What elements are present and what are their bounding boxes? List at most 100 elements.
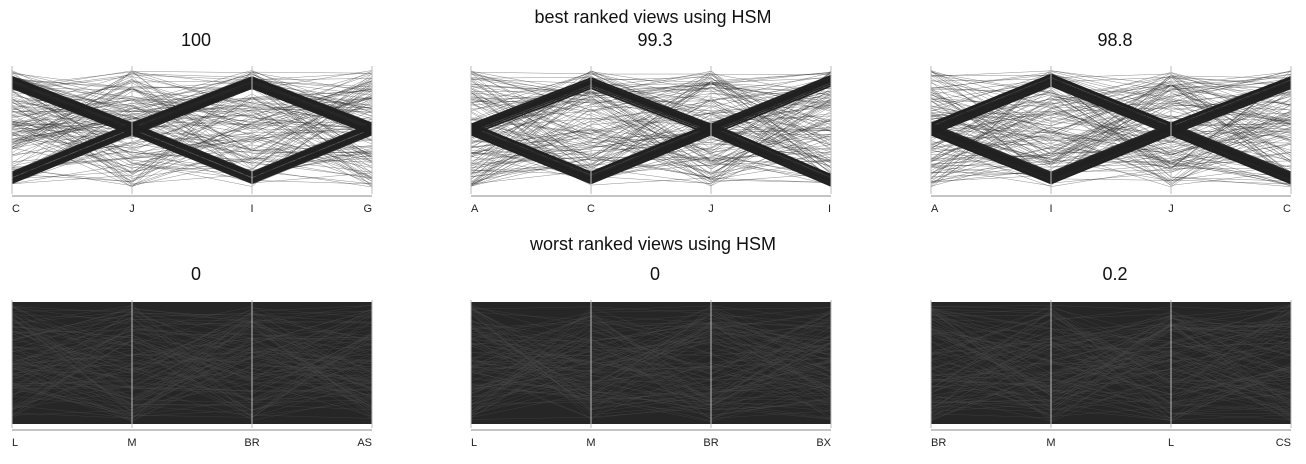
band-line	[930, 85, 1292, 136]
band-line	[930, 81, 1292, 131]
data-line	[11, 350, 373, 393]
data-line	[930, 338, 1292, 363]
data-line	[930, 344, 1292, 414]
axis-label: J	[1168, 203, 1174, 215]
data-line	[930, 306, 1292, 346]
data-line	[11, 340, 373, 407]
data-line	[470, 71, 832, 164]
axis-label: AS	[357, 437, 372, 449]
data-line	[930, 345, 1292, 403]
data-line	[930, 314, 1292, 388]
data-line	[930, 309, 1292, 393]
data-line	[11, 104, 373, 165]
band-line	[470, 80, 832, 130]
band-line	[930, 78, 1292, 129]
data-line	[470, 343, 832, 383]
data-line	[930, 74, 1292, 155]
data-line	[11, 105, 373, 182]
view-score: 98.8	[1097, 30, 1133, 50]
data-line	[470, 312, 832, 374]
data-line	[470, 327, 832, 401]
data-line	[470, 305, 832, 408]
data-line	[930, 369, 1292, 402]
data-line	[930, 71, 1292, 187]
data-line	[470, 333, 832, 366]
data-line	[11, 311, 373, 410]
data-line	[470, 366, 832, 405]
data-line	[11, 346, 373, 414]
data-line	[11, 389, 373, 411]
data-line	[11, 321, 373, 419]
data-line	[930, 305, 1292, 414]
data-line	[470, 367, 832, 414]
data-line	[11, 312, 373, 350]
data-line	[11, 104, 373, 166]
data-line	[470, 307, 832, 409]
data-line	[930, 322, 1292, 418]
data-line	[930, 385, 1292, 417]
data-line	[11, 317, 373, 417]
data-line	[930, 76, 1292, 175]
data-line	[930, 322, 1292, 368]
data-line	[11, 320, 373, 379]
axis-label: BR	[931, 437, 946, 449]
data-line	[11, 82, 373, 152]
data-line	[930, 89, 1292, 181]
band-line	[470, 85, 832, 136]
band-line	[11, 128, 373, 179]
best-view-3: 98.8 A I J C	[929, 30, 1301, 230]
data-line	[11, 345, 373, 419]
data-line	[930, 337, 1292, 402]
band-line	[11, 82, 373, 131]
band-line	[930, 129, 1292, 179]
data-line	[11, 70, 373, 164]
band-line	[930, 124, 1292, 175]
axis-label: G	[363, 203, 372, 215]
data-line	[930, 313, 1292, 417]
band-line	[470, 77, 832, 127]
band-line	[930, 123, 1292, 174]
data-line	[11, 85, 373, 154]
data-line	[470, 71, 832, 168]
band-line	[11, 81, 373, 129]
data-line	[930, 323, 1292, 346]
axis-label: A	[471, 203, 479, 215]
data-line	[470, 77, 832, 131]
band-line	[930, 134, 1292, 185]
band-line	[470, 132, 832, 185]
data-line	[470, 151, 832, 187]
data-line	[470, 333, 832, 412]
worst-view-1: 0 L M BR AS	[10, 264, 382, 464]
data-line	[11, 347, 373, 400]
view-score: 0	[190, 264, 201, 284]
worst-view-2: 0 L M BR BX	[469, 264, 841, 464]
data-line	[470, 160, 832, 175]
data-line	[470, 326, 832, 404]
axis-label: M	[586, 437, 595, 449]
data-line	[11, 309, 373, 385]
data-line	[11, 71, 373, 188]
data-line	[11, 329, 373, 387]
data-line	[470, 341, 832, 419]
axis-label: L	[1168, 437, 1174, 449]
data-line	[11, 326, 373, 409]
data-line	[930, 350, 1292, 419]
band-line	[11, 130, 373, 180]
data-line	[11, 70, 373, 128]
data-line	[470, 322, 832, 378]
data-line	[11, 367, 373, 409]
data-line	[470, 76, 832, 93]
band-line	[11, 126, 373, 176]
data-line	[470, 352, 832, 401]
data-line	[470, 79, 832, 165]
data-line	[470, 337, 832, 420]
data-line	[930, 329, 1292, 397]
band-line	[11, 127, 373, 178]
axis-label: I	[828, 203, 831, 215]
data-line	[11, 114, 373, 179]
data-line	[930, 76, 1292, 175]
data-line	[11, 318, 373, 385]
data-line	[470, 325, 832, 407]
data-line	[470, 316, 832, 416]
